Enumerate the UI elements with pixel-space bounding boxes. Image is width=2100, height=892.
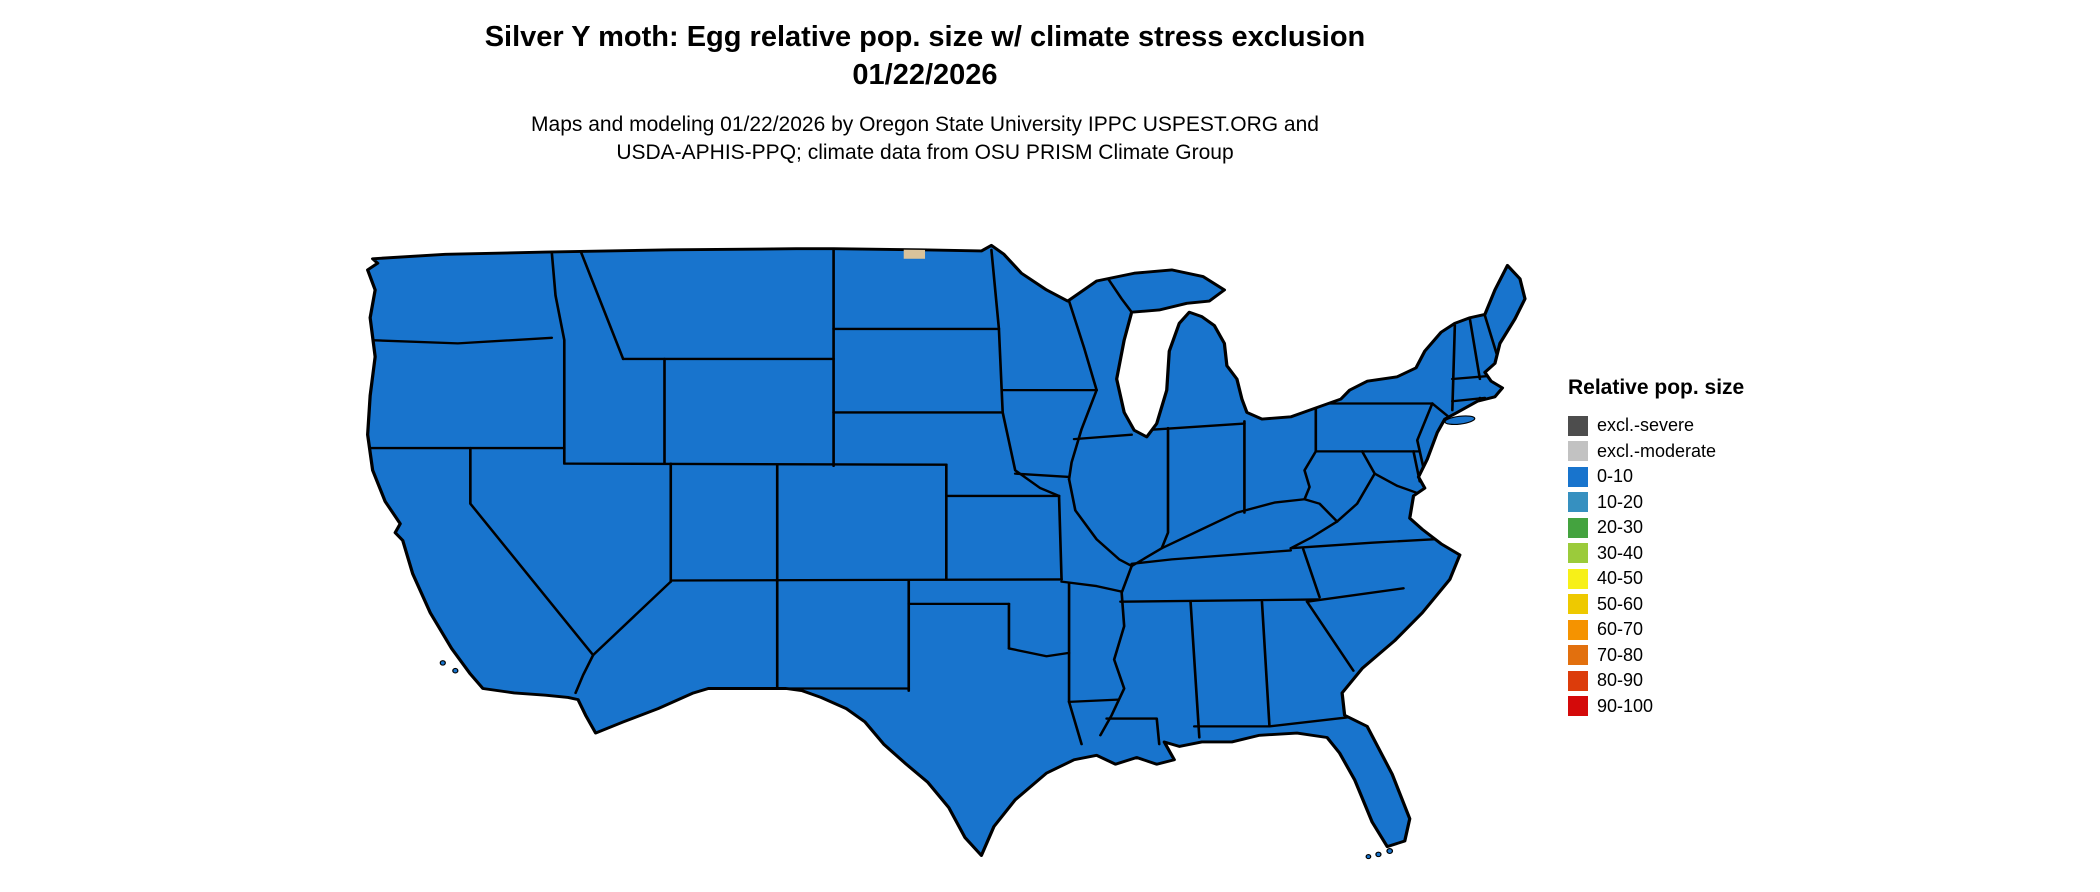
legend-label: 90-100 [1597,695,1654,716]
page-title: Silver Y moth: Egg relative pop. size w/… [0,18,1850,95]
legend-item: 30-40 [1568,541,1828,567]
subtitle-line-1: Maps and modeling 01/22/2026 by Oregon S… [531,112,1319,136]
legend-swatch [1568,517,1588,538]
legend-label: 0-10 [1597,466,1634,487]
legend-swatch [1568,415,1588,436]
legend-label: 70-80 [1597,644,1644,665]
legend-label: 20-30 [1597,517,1644,538]
state-borders [367,247,1502,746]
legend-label: excl.-severe [1597,415,1695,436]
legend-items: excl.-severe excl.-moderate 0-10 10-20 20-30… [1568,413,1828,719]
title-block: Silver Y moth: Egg relative pop. size w/… [0,18,1850,167]
legend-label: 60-70 [1597,619,1644,640]
legend-label: 40-50 [1597,568,1644,589]
legend-swatch [1568,670,1588,691]
legend-swatch [1568,696,1588,717]
legend-swatch [1568,543,1588,564]
legend-swatch [1568,645,1588,666]
legend-swatch [1568,492,1588,513]
legend-swatch [1568,441,1588,462]
title-line-2: 01/22/2026 [852,59,998,92]
legend-swatch [1568,568,1588,589]
legend-label: excl.-moderate [1597,440,1717,461]
page-subtitle: Maps and modeling 01/22/2026 by Oregon S… [0,111,1850,168]
subtitle-line-2: USDA-APHIS-PPQ; climate data from OSU PR… [616,140,1234,164]
legend-item: 0-10 [1568,464,1828,490]
excluded-moderate-patch [903,247,926,259]
legend-item: excl.-moderate [1568,439,1828,465]
legend-item: 80-90 [1568,668,1828,694]
legend-item: excl.-severe [1568,413,1828,439]
legend: Relative pop. size excl.-severe excl.-mod… [1568,376,1828,719]
legend-label: 80-90 [1597,670,1644,691]
offshore-islands [439,415,1476,860]
legend-swatch [1568,466,1588,487]
us-map [295,212,1535,880]
legend-swatch [1568,594,1588,615]
legend-swatch [1568,619,1588,640]
legend-item: 60-70 [1568,617,1828,643]
legend-item: 40-50 [1568,566,1828,592]
legend-title: Relative pop. size [1568,376,1745,399]
legend-item: 10-20 [1568,490,1828,516]
legend-label: 30-40 [1597,542,1644,563]
legend-item: 90-100 [1568,694,1828,720]
us-map-svg [366,243,1527,860]
legend-label: 10-20 [1597,491,1644,512]
legend-item: 50-60 [1568,592,1828,618]
title-line-1: Silver Y moth: Egg relative pop. size w/… [484,21,1366,53]
legend-item: 20-30 [1568,515,1828,541]
legend-item: 70-80 [1568,643,1828,669]
legend-label: 50-60 [1597,593,1644,614]
